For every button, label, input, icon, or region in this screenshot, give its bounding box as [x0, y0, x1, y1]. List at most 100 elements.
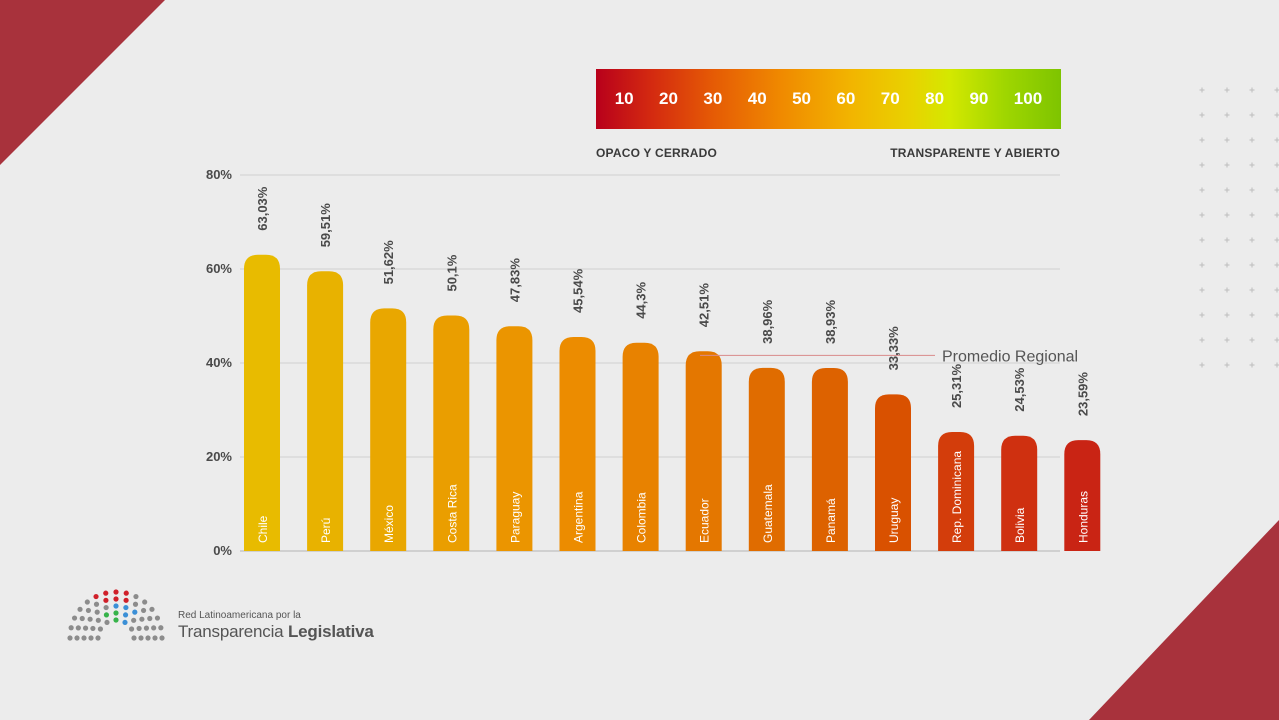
bar-ecuador	[685, 351, 722, 551]
x-category-label: Costa Rica	[445, 484, 459, 543]
x-category-label: Colombia	[635, 492, 649, 543]
logo-seat-dot	[145, 635, 151, 641]
x-category-label: Rep. Dominicana	[950, 451, 964, 543]
logo-seat-dot	[140, 607, 147, 614]
logo-seat-dot	[113, 589, 119, 595]
dot-plus	[1249, 337, 1255, 343]
logo-seat-dot	[97, 626, 104, 632]
logo-seat-dot	[151, 625, 157, 631]
dot-plus	[1224, 337, 1230, 343]
logo-seat-dot	[123, 604, 129, 611]
dot-plus	[1249, 262, 1255, 268]
logo-seat-dot	[82, 625, 89, 631]
value-label: 50,1%	[444, 254, 459, 291]
dot-plus	[1199, 237, 1205, 243]
bar-paraguay	[496, 326, 533, 551]
logo-seat-dot	[75, 625, 81, 631]
dot-plus	[1249, 362, 1255, 368]
value-label: 23,59%	[1075, 372, 1090, 417]
value-label: 33,33%	[886, 326, 901, 371]
logo-seat-dot	[103, 604, 109, 611]
logo-line-1: Red Latinoamericana por la	[178, 610, 301, 621]
value-label: 51,62%	[381, 240, 396, 285]
logo-seat-dot	[103, 612, 110, 618]
logo-seat-dot	[95, 617, 101, 623]
logo-seat-dot	[131, 635, 137, 641]
dot-plus	[1249, 162, 1255, 168]
logo-word-transparencia: Transparencia	[178, 622, 288, 641]
logo-seat-dot	[138, 635, 144, 641]
scale-tick-50: 50	[792, 89, 811, 108]
bar-chile	[244, 254, 280, 551]
bar-per-	[307, 271, 344, 551]
dot-grid-decoration	[1199, 87, 1279, 368]
scale-tick-90: 90	[969, 89, 989, 108]
bar-uruguay	[875, 394, 911, 551]
logo-seat-dot	[71, 615, 78, 621]
x-category-label: México	[382, 505, 396, 543]
logo-seat-dot	[95, 635, 101, 641]
bar-colombia	[622, 342, 659, 551]
logo-seat-dot	[90, 625, 96, 632]
dot-plus	[1249, 187, 1255, 193]
logo-seat-dot	[123, 590, 129, 596]
corner-decoration-bottom-right	[1089, 520, 1279, 720]
logo-seat-dot	[136, 625, 142, 632]
logo-seat-dot	[104, 619, 110, 626]
value-label: 59,51%	[318, 203, 333, 248]
dot-plus	[1199, 162, 1205, 168]
x-category-label: Uruguay	[887, 498, 901, 543]
logo-seat-dot	[143, 625, 150, 631]
logo-seat-dot	[93, 601, 100, 607]
x-category-label: Chile	[256, 515, 270, 543]
bar-rep-dominicana	[938, 432, 975, 551]
bar-argentina	[559, 336, 596, 551]
dot-plus	[1224, 112, 1230, 118]
logo-seat-dot	[131, 617, 137, 623]
bar-m-xico	[370, 308, 407, 551]
dot-plus	[1199, 187, 1205, 193]
dot-plus	[1224, 362, 1230, 368]
logo-seat-dot	[133, 593, 139, 600]
scale-label-transparent: TRANSPARENTE Y ABIERTO	[890, 146, 1060, 160]
logo-seat-dot	[122, 619, 128, 626]
x-category-label: Perú	[319, 518, 333, 543]
dot-plus	[1249, 287, 1255, 293]
logo-seat-dot	[77, 606, 83, 612]
x-category-label: Paraguay	[508, 492, 522, 543]
bar-chart: 80% 60% 40% 20% 0% Chile 63,03% Perú 59,51% Méxic…	[206, 167, 1101, 558]
value-label: 42,51%	[697, 283, 712, 328]
logo-word-legislativa: Legislativa	[287, 622, 374, 641]
logo-seat-dot	[103, 590, 109, 596]
y-tick-label: 60%	[206, 261, 232, 276]
y-tick-label: 20%	[206, 449, 232, 464]
dot-plus	[1249, 237, 1255, 243]
dot-plus	[1224, 87, 1230, 93]
dot-plus	[1199, 287, 1205, 293]
x-category-label: Guatemala	[761, 484, 775, 543]
logo-seat-dot	[88, 635, 94, 641]
bar-honduras	[1064, 440, 1101, 551]
logo-seat-dot	[154, 615, 161, 621]
logo-seat-dot	[128, 626, 135, 632]
logo-seat-dot	[85, 607, 92, 614]
dot-plus	[1249, 312, 1255, 318]
scale-tick-100: 100	[1013, 89, 1043, 108]
dot-plus	[1249, 112, 1255, 118]
x-category-label: Panamá	[824, 498, 838, 543]
logo-text: Red Latinoamericana por la Transparencia…	[178, 610, 374, 642]
value-label: 47,83%	[507, 258, 522, 303]
scale-tick-70: 70	[880, 89, 900, 108]
bar-bolivia	[1001, 435, 1038, 551]
scale-label-opaque: OPACO Y CERRADO	[596, 146, 718, 160]
logo-seat-dot	[87, 616, 93, 622]
dot-plus	[1224, 137, 1230, 143]
y-tick-label: 40%	[206, 355, 232, 370]
dot-plus	[1199, 337, 1205, 343]
logo-seat-dot	[67, 635, 73, 641]
logo-seat-dot	[123, 597, 129, 603]
logo-parliament-icon	[67, 589, 165, 641]
logo-seat-dot	[158, 625, 164, 631]
dot-plus	[1199, 112, 1205, 118]
dot-plus	[1249, 212, 1255, 218]
